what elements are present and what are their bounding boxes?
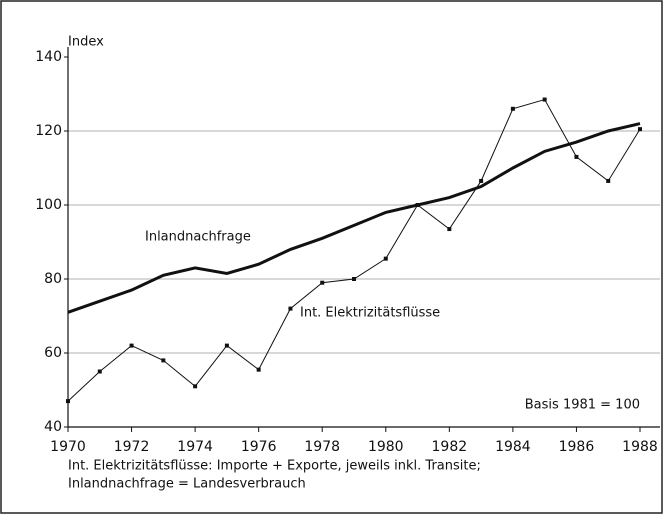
series-line bbox=[67, 122, 641, 314]
point bbox=[479, 178, 484, 183]
y-tick-label: 120 bbox=[35, 123, 62, 139]
point bbox=[510, 106, 515, 111]
point bbox=[129, 343, 134, 348]
y-tick-label: 100 bbox=[35, 197, 62, 213]
point bbox=[352, 277, 356, 281]
point bbox=[447, 227, 452, 232]
x-tick-label: 1986 bbox=[559, 439, 595, 455]
point bbox=[574, 154, 579, 159]
x-tick-label: 1984 bbox=[495, 439, 531, 455]
x-tick-label: 1982 bbox=[432, 439, 468, 455]
series-label: Inlandnachfrage bbox=[145, 230, 251, 245]
y-tick-label: 80 bbox=[44, 271, 62, 287]
point bbox=[638, 127, 642, 132]
point bbox=[161, 358, 166, 363]
x-tick-label: 1970 bbox=[50, 439, 86, 455]
point bbox=[224, 343, 229, 348]
note: Int. Elektrizitätsflüsse: Importe + Expo… bbox=[68, 459, 481, 474]
y-tick-label: 140 bbox=[35, 49, 62, 65]
y-tick-label: 40 bbox=[44, 419, 62, 435]
point bbox=[542, 97, 547, 102]
x-tick-label: 1974 bbox=[177, 439, 213, 455]
point bbox=[383, 256, 388, 261]
x-tick-label: 1980 bbox=[368, 439, 404, 455]
y-tick-label: 60 bbox=[44, 345, 62, 361]
x-tick-label: 1988 bbox=[622, 439, 658, 455]
point bbox=[193, 384, 198, 389]
y-axis-label: Index bbox=[68, 35, 104, 50]
point bbox=[256, 367, 261, 372]
point bbox=[320, 280, 325, 285]
x-tick-label: 1976 bbox=[241, 439, 277, 455]
series-label: Int. Elektrizitätsflüsse bbox=[300, 306, 440, 321]
point bbox=[415, 203, 420, 207]
point bbox=[288, 306, 293, 311]
note: Inlandnachfrage = Landesverbrauch bbox=[68, 477, 306, 492]
point bbox=[606, 178, 611, 183]
point bbox=[66, 399, 70, 404]
annotation: Basis 1981 = 100 bbox=[525, 398, 640, 413]
x-tick-label: 1972 bbox=[114, 439, 150, 455]
x-tick-label: 1978 bbox=[304, 439, 340, 455]
point bbox=[97, 369, 102, 374]
series-line bbox=[67, 98, 641, 402]
